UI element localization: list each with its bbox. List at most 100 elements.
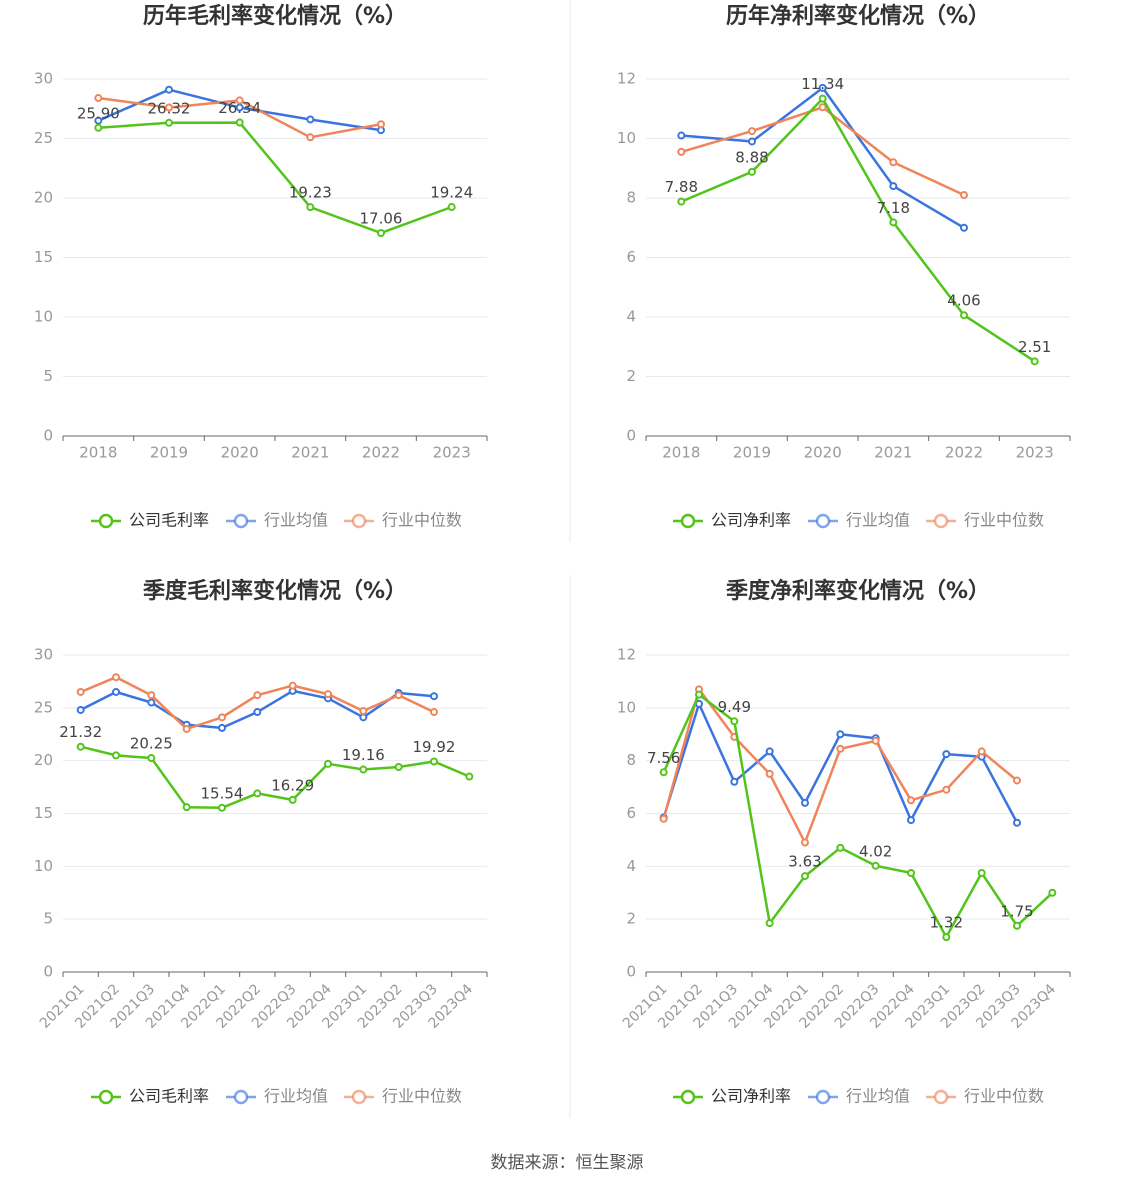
data-point-industry-avg [94,116,103,125]
series-line-industry-median [80,675,435,731]
data-point-company [1013,921,1021,930]
legend-marker [98,1089,114,1105]
legend-label: 公司净利率 [711,511,791,530]
data-label: 15.54 [201,784,244,802]
data-point-industry-avg [253,708,262,717]
data-point-company [288,795,297,804]
chart-panel-1: 历年毛利率变化情况（%） 0 5 10 15 20 25 30 2018 2019 2020 2021… [34,3,488,530]
data-point-industry-median [94,94,103,103]
legend-label: 行业均值 [264,1087,328,1106]
y-tick-label: 15 [34,248,53,266]
legend-marker [233,513,249,529]
data-point-industry-avg [907,816,915,825]
chart-panel-3: 季度毛利率变化情况（%）0510152025302021Q12021Q22021… [34,578,488,1106]
y-tick-label: 10 [617,129,636,147]
data-point-company [306,203,315,212]
data-label: 25.90 [77,104,120,122]
data-point-industry-median [218,713,226,722]
data-point-company [659,768,668,777]
data-point-industry-median [394,691,403,700]
chart-title: 历年净利率变化情况（%） [726,3,990,29]
x-tick-label: 2020 [221,444,259,462]
data-point-company [394,763,403,772]
data-point-company [377,228,385,237]
chart-title: 历年毛利率变化情况（%） [143,3,407,29]
data-point-industry-avg [801,798,809,807]
data-point-company [889,218,898,227]
series-line-company [80,745,470,810]
series-line-industry-avg [662,702,1019,824]
y-tick-label: 8 [626,751,636,769]
data-point-industry-avg [112,687,120,696]
data-label: 7.88 [665,178,698,196]
data-point-industry-avg [218,723,226,732]
data-point-industry-median [1013,776,1021,785]
x-tick-label: 2018 [79,444,117,462]
data-label: 1.32 [930,914,963,932]
data-point-company [942,933,951,942]
data-point-industry-median [889,158,898,167]
y-tick-label: 10 [617,698,636,716]
legend-label: 公司毛利率 [129,511,209,530]
y-tick-label: 6 [626,248,636,266]
data-point-industry-median [324,690,332,699]
data-point-industry-median [677,147,686,156]
data-point-industry-avg [765,747,774,756]
data-point-industry-avg [818,83,827,92]
legend-label: 行业均值 [264,511,328,530]
x-tick-label: 2023 [433,444,471,462]
legend-label: 行业均值 [846,1087,910,1106]
data-point-industry-median [76,687,85,696]
legend-label: 行业均值 [846,511,910,530]
data-label: 7.56 [647,749,680,767]
data-label: 19.16 [342,746,385,764]
data-point-industry-median [253,691,262,700]
x-tick-label: 2023 [1016,444,1054,462]
data-point-industry-median [377,120,385,129]
legend-label: 公司净利率 [711,1087,791,1106]
data-label: 9.49 [718,698,751,716]
x-tick-label: 2021 [291,444,329,462]
data-point-industry-avg [1013,818,1021,827]
y-tick-label: 25 [34,698,53,716]
data-label: 19.92 [413,738,456,756]
data-source-label: 数据来源：恒生聚源 [490,1153,644,1173]
data-point-industry-median [112,673,120,682]
y-tick-label: 5 [43,910,53,928]
series-line-company [662,693,1054,939]
data-point-company [977,868,986,877]
data-point-industry-median [871,736,880,745]
y-tick-label: 0 [626,427,636,445]
data-point-company [1030,357,1039,366]
x-tick-label: 2019 [733,444,771,462]
data-point-industry-median [235,96,244,105]
data-point-industry-median [765,769,774,778]
data-label: 20.25 [130,735,173,753]
data-point-company [76,742,85,751]
x-tick-label: 2022 [362,444,400,462]
data-point-industry-median [836,744,845,753]
y-tick-label: 0 [43,427,53,445]
y-tick-label: 12 [617,70,636,88]
data-point-industry-median [907,796,915,805]
data-label: 4.06 [947,292,980,310]
data-point-industry-avg [306,115,315,124]
data-point-company [430,757,438,766]
data-label: 11.34 [801,75,844,93]
data-point-industry-avg [359,713,368,722]
data-label: 7.18 [877,199,910,217]
data-label: 21.32 [59,723,102,741]
data-point-industry-median [748,127,756,136]
data-point-industry-median [659,814,668,823]
y-tick-label: 8 [626,189,636,207]
data-point-industry-avg [748,137,756,146]
chart-title: 季度毛利率变化情况（%） [143,578,407,604]
legend-marker [815,1089,831,1105]
data-point-company [447,203,456,212]
legend-marker [815,513,831,529]
y-tick-label: 5 [43,367,53,385]
chart-panel-4: 季度净利率变化情况（%）0246810122021Q12021Q22021Q32… [617,578,1071,1106]
y-tick-label: 4 [626,308,636,326]
data-point-industry-avg [165,85,173,94]
x-tick-label: 2021 [874,444,912,462]
